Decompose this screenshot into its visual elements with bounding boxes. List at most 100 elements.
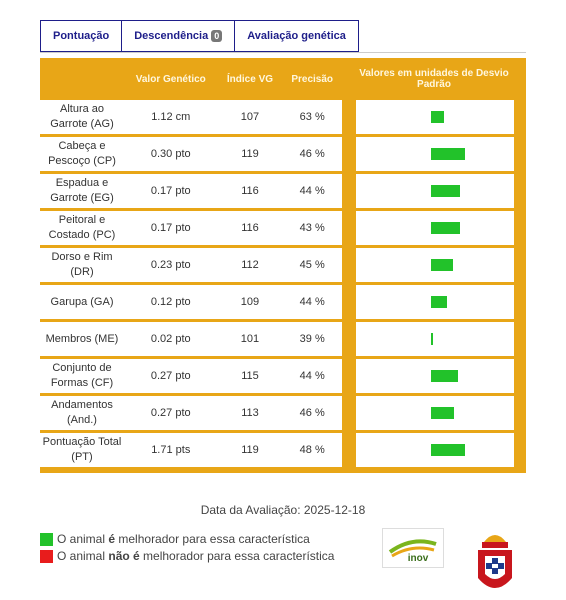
tab[interactable]: Descendência 0	[121, 20, 236, 52]
cell: Peitoral e Costado (PC)	[40, 211, 124, 245]
evaluation-date: Data da Avaliação: 2025-12-18	[200, 503, 366, 517]
table-row: Peitoral e Costado (PC) 0.17 pto 116 43 %	[40, 211, 526, 245]
quina	[492, 558, 498, 564]
table-body: Altura ao Garrote (AG) 1.12 cm 107 63 % Cabe…	[40, 100, 526, 467]
cell: 0.17 pto	[124, 174, 218, 208]
cell: 0.30 pto	[124, 137, 218, 171]
cell: 46 %	[282, 137, 342, 171]
legend-text: O animal	[57, 549, 109, 563]
cell: 115	[217, 359, 283, 393]
cell: Conjunto de Formas (CF)	[40, 359, 124, 393]
legend-swatch	[40, 549, 53, 563]
cell: 0.17 pto	[124, 211, 218, 245]
cell: Andamentos (And.)	[40, 396, 124, 430]
cell: 44 %	[282, 359, 342, 393]
table-frame: Valor Genético Índice VG Precisão Valores e…	[40, 58, 526, 473]
sd-bar	[431, 222, 460, 234]
tab-bar: Pontuação Descendência 0 Avaliação genéti…	[40, 20, 526, 53]
cell: 116	[217, 211, 283, 245]
table-row: Andamentos (And.) 0.27 pto 113 46 %	[40, 396, 526, 430]
cell: 112	[217, 248, 283, 282]
coat-of-arms	[478, 535, 512, 588]
cell: 101	[217, 322, 283, 356]
cell: 44 %	[282, 174, 342, 208]
sd-bar	[431, 185, 460, 197]
tab-label: Pontuação	[53, 30, 110, 42]
sd-bar	[431, 444, 466, 456]
table-row: Altura ao Garrote (AG) 1.12 cm 107 63 %	[40, 100, 526, 134]
sd-cell	[342, 285, 526, 319]
cell: 44 %	[282, 285, 342, 319]
sd-bar	[431, 259, 453, 271]
table-row: Pontuação Total (PT) 1.71 pts 119 48 %	[40, 433, 526, 467]
cell: 116	[217, 174, 283, 208]
cell: Cabeça e Pescoço (CP)	[40, 137, 124, 171]
legend-text: O animal	[57, 532, 109, 546]
shield-inner	[485, 556, 505, 579]
cell: 109	[217, 285, 283, 319]
cell: 63 %	[282, 100, 342, 134]
sd-cell	[342, 433, 526, 467]
sd-bar	[431, 111, 444, 123]
sd-bar	[431, 333, 433, 345]
crown-band	[482, 542, 508, 548]
header-cell: Índice VG	[226, 73, 274, 85]
legend-text: melhorador para essa característica	[115, 532, 310, 546]
tab[interactable]: Pontuação	[40, 20, 123, 52]
logo-swoosh	[391, 546, 435, 558]
cell: Pontuação Total (PT)	[40, 433, 124, 467]
header-cell	[40, 61, 124, 97]
logo-text: inov	[408, 553, 429, 564]
sd-bar	[431, 407, 455, 419]
cell: 48 %	[282, 433, 342, 467]
cell: 0.02 pto	[124, 322, 218, 356]
legend-text: não é	[108, 549, 140, 563]
legend-swatch	[40, 532, 53, 546]
cell: 0.27 pto	[124, 359, 218, 393]
legend-item: O animal não é melhorador para essa cara…	[40, 549, 334, 563]
cell: 113	[217, 396, 283, 430]
inov-logo: inov	[382, 528, 444, 568]
cell: 0.27 pto	[124, 396, 218, 430]
table-row: Dorso e Rim (DR) 0.23 pto 112 45 %	[40, 248, 526, 282]
cell: Garupa (GA)	[40, 285, 124, 319]
crown	[484, 535, 506, 542]
sd-cell	[342, 137, 526, 171]
cell: Membros (ME)	[40, 322, 124, 356]
header-row: Valor Genético Índice VG Precisão Valores e…	[40, 61, 526, 97]
table-row: Membros (ME) 0.02 pto 101 39 %	[40, 322, 526, 356]
cell: 46 %	[282, 396, 342, 430]
legend-text: é	[108, 532, 116, 546]
cell: 0.23 pto	[124, 248, 218, 282]
cell: 45 %	[282, 248, 342, 282]
logo-swoosh	[388, 539, 437, 554]
quina	[498, 563, 504, 569]
cell: 119	[217, 137, 283, 171]
header-cell: Valor Genético	[135, 73, 206, 85]
tab-label: Avaliação genética	[247, 30, 346, 42]
cell: Altura ao Garrote (AG)	[40, 100, 124, 134]
cell: Dorso e Rim (DR)	[40, 248, 124, 282]
sd-cell	[342, 359, 526, 393]
quina	[492, 568, 498, 574]
table-row: Cabeça e Pescoço (CP) 0.30 pto 119 46 %	[40, 137, 526, 171]
header-cell: Precisão	[291, 73, 334, 85]
sd-bar	[431, 148, 466, 160]
tab[interactable]: Avaliação genética	[234, 20, 359, 52]
sd-bar	[431, 370, 458, 382]
table: Valor Genético Índice VG Precisão Valores e…	[40, 58, 526, 470]
badge: 0	[211, 30, 223, 42]
sd-cell	[342, 211, 526, 245]
cell: 119	[217, 433, 283, 467]
sd-bar	[431, 296, 448, 308]
sd-cell	[342, 100, 526, 134]
sd-cell	[342, 174, 526, 208]
cell: 1.71 pts	[124, 433, 218, 467]
quina	[486, 563, 492, 569]
table-row: Conjunto de Formas (CF) 0.27 pto 115 44 %	[40, 359, 526, 393]
sd-cell	[342, 322, 526, 356]
cell: Espadua e Garrote (EG)	[40, 174, 124, 208]
legend-item: O animal é melhorador para essa caracter…	[40, 532, 310, 546]
table-row: Garupa (GA) 0.12 pto 109 44 %	[40, 285, 526, 319]
